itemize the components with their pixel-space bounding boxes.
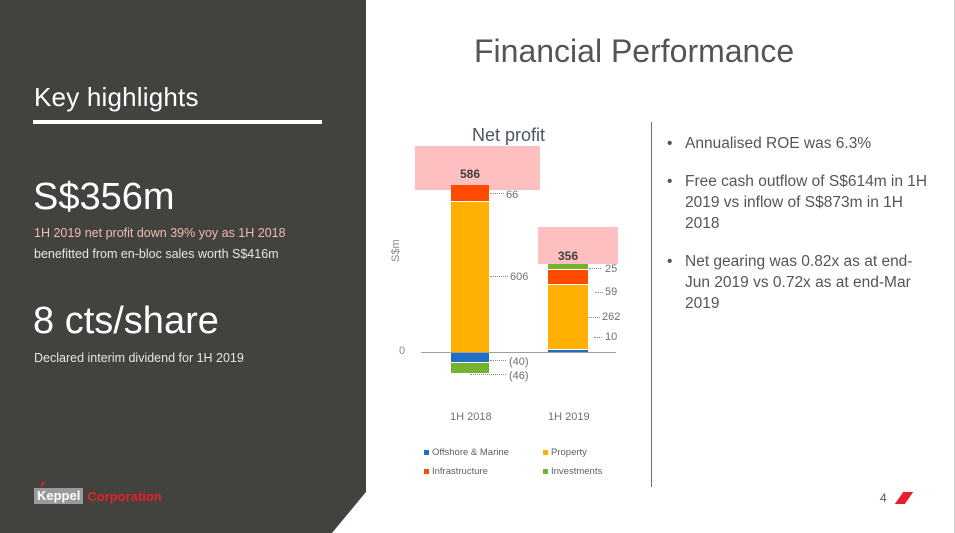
total-label-1h2018: 586 <box>459 167 481 181</box>
total-label-1h2019: 356 <box>557 249 579 263</box>
bullet-free-cash-flow: Free cash outflow of S$614m in 1H 2019 v… <box>667 171 937 234</box>
key-highlights-heading: Key highlights <box>34 82 199 112</box>
leader-line <box>470 374 506 375</box>
keppel-corporation-logo: Keppel Corporation <box>34 481 162 504</box>
leader-line <box>589 317 600 318</box>
y-axis-label: S$m <box>390 239 402 262</box>
legend-swatch-icon <box>543 469 548 474</box>
bullet-roe: Annualised ROE was 6.3% <box>667 133 937 154</box>
leader-line <box>589 268 601 269</box>
page-number: 4 <box>880 491 887 505</box>
key-highlights-panel <box>0 0 366 533</box>
legend-offshore-marine: Offshore & Marine <box>424 447 509 458</box>
dividend-stat: 8 cts/share <box>33 300 219 342</box>
data-label-1h2018-offshore-marine: (40) <box>509 356 529 368</box>
keppel-slash-icon <box>894 492 914 504</box>
chart-title: Net profit <box>472 125 546 145</box>
keppel-logo-box: Keppel <box>34 481 84 504</box>
data-label-1h2018-investments: (46) <box>509 370 529 382</box>
bar-1h2019-infrastructure <box>548 270 588 284</box>
x-axis-zero-line <box>421 352 616 353</box>
performance-bullets: Annualised ROE was 6.3% Free cash outflo… <box>667 133 937 331</box>
legend-label: Property <box>551 447 587 458</box>
bar-1h2019-property <box>548 285 588 349</box>
total-highlight-1h2019 <box>538 227 618 264</box>
total-highlight-1h2018 <box>415 146 540 190</box>
heading-underline <box>33 120 322 124</box>
dividend-description: Declared interim dividend for 1H 2019 <box>34 351 244 365</box>
leader-line <box>595 292 603 293</box>
bar-1h2018-property <box>451 202 489 352</box>
legend-swatch-icon <box>424 469 429 474</box>
data-label-1h2018-infrastructure: 66 <box>506 189 519 201</box>
legend-property: Property <box>543 447 587 458</box>
legend-swatch-icon <box>543 450 548 455</box>
x-category-1h2019: 1H 2019 <box>548 411 590 423</box>
data-label-1h2019-investments: 25 <box>605 263 618 275</box>
data-label-1h2018-property: 606 <box>510 271 529 283</box>
legend-infrastructure: Infrastructure <box>424 466 488 477</box>
legend-label: Infrastructure <box>432 466 488 477</box>
data-label-1h2019-infrastructure: 59 <box>605 286 618 298</box>
bar-1h2018-offshore-marine <box>451 353 489 362</box>
leader-line <box>490 276 508 277</box>
logo-suffix: Corporation <box>87 488 162 504</box>
vertical-divider <box>651 122 652 487</box>
bar-1h2018-investments <box>451 363 489 373</box>
net-profit-desc-line2: benefitted from en-bloc sales worth S$41… <box>34 247 279 261</box>
net-profit-desc-line1: 1H 2019 net profit down 39% yoy as 1H 20… <box>34 226 286 240</box>
logo-name: Keppel <box>37 488 81 503</box>
net-profit-stat: S$356m <box>33 176 175 218</box>
leader-line <box>490 360 506 361</box>
leader-line <box>490 193 504 194</box>
bullet-net-gearing: Net gearing was 0.82x as at end-Jun 2019… <box>667 251 937 314</box>
legend-label: Offshore & Marine <box>432 447 509 458</box>
bar-1h2019-investments <box>548 264 588 269</box>
data-label-1h2019-property: 262 <box>602 311 621 323</box>
y-tick-zero: 0 <box>399 345 406 357</box>
page-title: Financial Performance <box>474 33 795 69</box>
data-label-1h2019-offshore-marine: 10 <box>605 331 618 343</box>
bar-1h2018-infrastructure <box>451 185 489 201</box>
net-profit-description: 1H 2019 net profit down 39% yoy as 1H 20… <box>34 223 334 265</box>
bar-1h2019-offshore-marine <box>548 350 588 352</box>
legend-investments: Investments <box>543 466 602 477</box>
leader-line <box>594 337 602 338</box>
legend-swatch-icon <box>424 450 429 455</box>
x-category-1h2018: 1H 2018 <box>450 411 492 423</box>
legend-label: Investments <box>551 466 603 477</box>
